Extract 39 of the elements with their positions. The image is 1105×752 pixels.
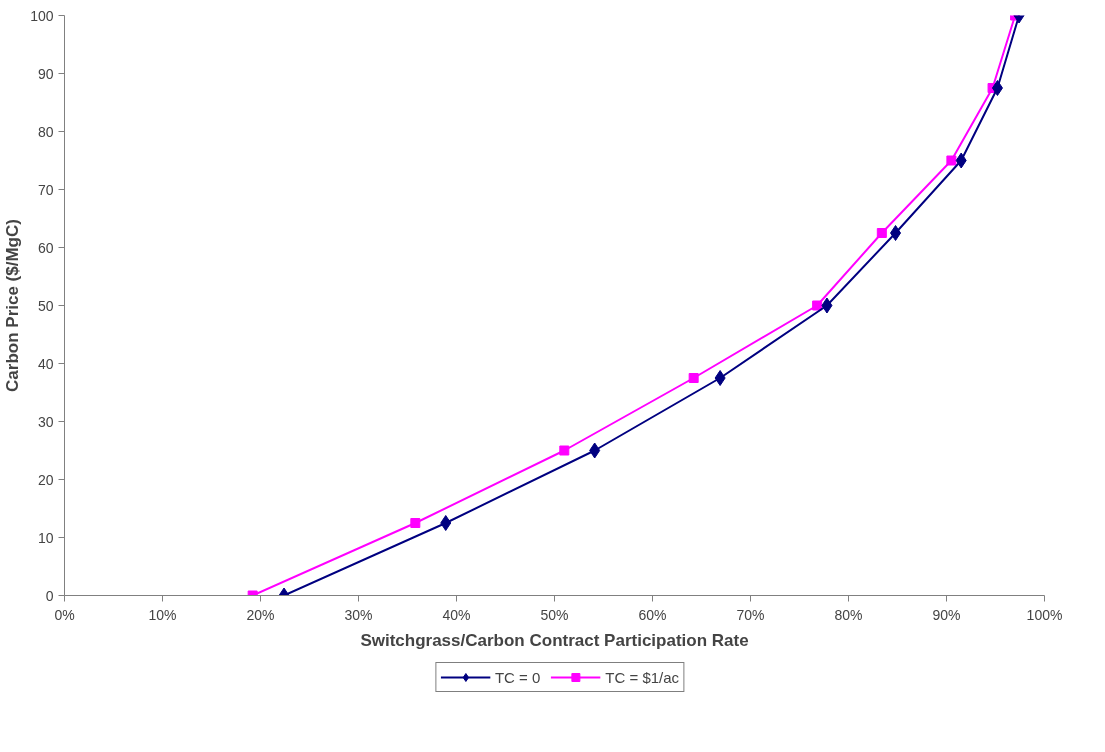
y-tick-label: 20 <box>37 471 54 488</box>
y-tick-label: 30 <box>37 413 54 430</box>
point <box>876 228 887 238</box>
y-tick-label: 40 <box>37 355 54 372</box>
x-tick-label: 80% <box>834 606 863 623</box>
legend-label: TC = 0 <box>494 668 541 686</box>
x-tick-label: 30% <box>344 606 373 623</box>
x-tick-label: 50% <box>540 606 569 623</box>
legend-label: TC = $1/ac <box>605 668 680 686</box>
y-tick-label: 60 <box>37 239 54 256</box>
point <box>812 300 823 311</box>
x-tick-label: 70% <box>736 606 765 623</box>
y-tick-label: 100 <box>30 7 54 24</box>
point <box>821 297 833 314</box>
y-tick-label: 80 <box>37 123 54 140</box>
x-tick-label: 20% <box>246 606 275 623</box>
y-tick-label: 10 <box>37 529 54 546</box>
point <box>714 370 726 386</box>
point <box>955 152 967 169</box>
x-axis-title: Switchgrass/Carbon Contract Participation Rate <box>360 630 749 650</box>
point <box>410 518 421 528</box>
x-tick-label: 60% <box>638 606 667 623</box>
point <box>440 515 452 531</box>
x-tick-label: 100% <box>1026 606 1063 623</box>
point <box>991 80 1003 96</box>
x-tick-label: 0% <box>54 606 75 623</box>
x-tick-label: 10% <box>148 606 177 623</box>
point <box>688 373 699 383</box>
y-tick-label: 50 <box>37 297 54 314</box>
x-tick-label: 90% <box>932 606 961 623</box>
point <box>589 442 601 459</box>
x-tick-label: 40% <box>442 606 471 623</box>
point <box>559 445 570 456</box>
y-tick-label: 0 <box>45 587 54 604</box>
point <box>946 155 957 166</box>
y-tick-label: 70 <box>37 181 54 198</box>
y-axis-title: Carbon Price ($/MgC) <box>3 219 23 392</box>
point <box>890 225 902 241</box>
y-tick-label: 90 <box>37 65 54 82</box>
